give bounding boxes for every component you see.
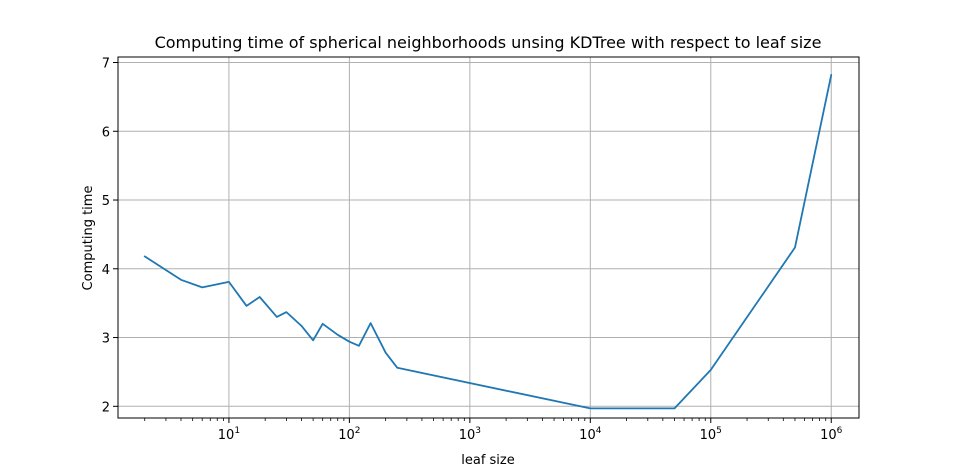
- x-tick-label: 105: [700, 426, 722, 443]
- y-tick-label: 6: [102, 125, 110, 140]
- grid-lines: [118, 57, 859, 418]
- y-tick-label: 5: [102, 194, 110, 209]
- y-tick-label: 4: [102, 263, 110, 278]
- x-axis-label: leaf size: [461, 453, 515, 468]
- plot-area: [143, 73, 833, 410]
- x-tick-label: 102: [338, 426, 360, 443]
- x-axis: 101 102 103 104 105 106: [144, 418, 843, 443]
- y-tick-label: 2: [102, 400, 110, 415]
- y-axis-label: Computing time: [81, 186, 96, 291]
- y-tick-label: 7: [102, 57, 110, 72]
- x-tick-label: 104: [579, 426, 602, 443]
- x-tick-label: 106: [820, 426, 843, 443]
- axes-frame: [117, 56, 860, 419]
- series-line: [143, 73, 833, 410]
- y-tick-label: 3: [102, 332, 110, 347]
- y-axis: 2 3 4 5 6 7: [102, 57, 118, 415]
- chart-title: Computing time of spherical neighborhood…: [155, 33, 822, 52]
- x-tick-label: 103: [459, 426, 481, 443]
- x-tick-label: 101: [218, 426, 240, 443]
